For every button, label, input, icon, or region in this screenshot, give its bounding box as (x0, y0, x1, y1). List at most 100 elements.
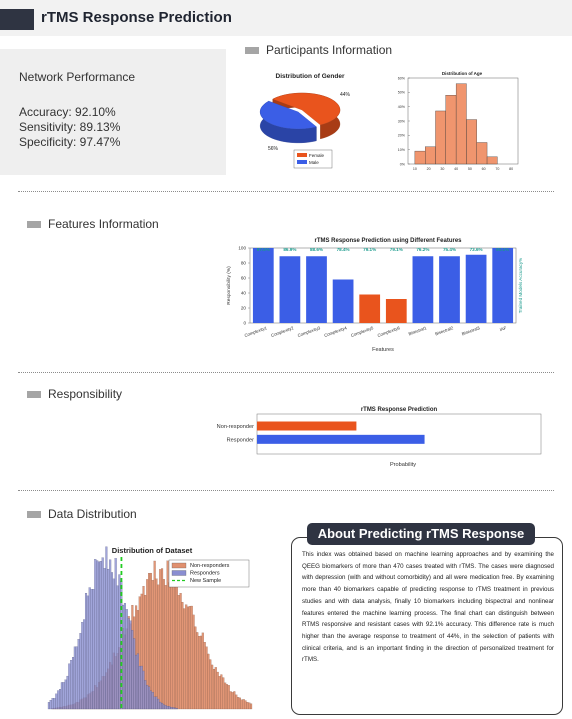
gender-pie-chart: Distribution of Gender 56% 44% Female Male (259, 73, 351, 169)
distribution-bar (107, 568, 110, 710)
distribution-bar (99, 560, 102, 710)
category-label: Responder (227, 437, 255, 443)
distribution-bar (170, 707, 173, 710)
section-marker-icon (245, 46, 259, 54)
about-title: About Predicting rTMS Response (307, 523, 535, 545)
section-title: Data Distribution (48, 507, 137, 521)
distribution-bar (51, 698, 54, 710)
y-tick-label: 30% (398, 119, 406, 123)
distribution-bar (47, 702, 50, 710)
x-tick-label: 40 (454, 167, 458, 171)
distribution-bar (235, 694, 238, 710)
distribution-bar (207, 653, 210, 710)
response-title: rTMS Response Prediction (361, 407, 438, 413)
distribution-bar (88, 587, 91, 710)
x-tick-label: Complexity5 (350, 325, 374, 338)
distribution-bar (159, 569, 162, 710)
distribution-bar (112, 578, 115, 710)
pie-label: 56% (268, 146, 279, 152)
distribution-bar (135, 654, 138, 710)
distribution-bar (60, 682, 63, 710)
x-tick-label: 60 (482, 167, 486, 171)
distribution-bar (57, 690, 60, 710)
distribution-bar (129, 620, 132, 710)
distribution-bar (105, 546, 108, 710)
distribution-bar (188, 606, 191, 710)
distribution-bar (83, 619, 86, 710)
distribution-bar (70, 660, 73, 710)
distribution-bar (131, 630, 134, 710)
pie-label: 44% (340, 92, 351, 98)
distribution-bar (79, 633, 82, 710)
histogram-bar (425, 146, 436, 165)
distribution-bar (122, 604, 125, 710)
distribution-bar (90, 589, 93, 710)
pie-title: Distribution of Gender (276, 73, 345, 80)
distribution-bar (201, 632, 204, 710)
x-axis-label: Features (372, 347, 394, 353)
page-title: rTMS Response Prediction (41, 9, 232, 26)
distribution-bar (72, 657, 75, 710)
distribution-bar (166, 706, 169, 710)
distribution-bar (174, 581, 177, 710)
distribution-bar (127, 618, 130, 710)
distribution-bar (155, 696, 158, 710)
distribution-bar (172, 574, 175, 710)
accuracy-label: 76.2% (416, 247, 429, 252)
distribution-bar (66, 675, 69, 710)
distribution-bar (172, 707, 175, 710)
x-tick-label: Bisectral3 (461, 325, 481, 336)
distribution-bar (138, 665, 141, 710)
accuracy-value: Accuracy: 92.10% (19, 105, 116, 119)
pie-legend-label: Male (309, 160, 319, 165)
feature-bar (412, 256, 434, 323)
distribution-bar (153, 560, 156, 710)
distribution-bar (118, 574, 121, 710)
y-tick-label: 100 (238, 246, 246, 251)
distribution-bar (55, 693, 58, 710)
x-tick-label: Complexity4 (324, 325, 348, 338)
distribution-bar (168, 582, 171, 710)
header-accent (0, 9, 34, 30)
distribution-bar (164, 585, 167, 710)
distribution-bar (214, 667, 217, 710)
distribution-bar (136, 653, 139, 710)
divider (18, 490, 554, 491)
x-tick-label: Bisectral2 (434, 325, 454, 336)
distribution-bar (116, 585, 119, 710)
distribution-bar (186, 606, 190, 710)
distribution-bar (103, 568, 106, 710)
distribution-bar (101, 557, 104, 710)
distribution-bar (133, 638, 136, 710)
network-performance-card: Network Performance Accuracy: 92.10% Sen… (0, 49, 226, 175)
distribution-bar (157, 584, 160, 710)
legend-label: Non-responders (190, 563, 230, 569)
distribution-bar (59, 689, 62, 710)
feature-bar (385, 299, 407, 323)
accuracy-label: 73.6% (470, 247, 483, 252)
plot-frame (256, 413, 542, 455)
distribution-bar (246, 702, 249, 710)
distribution-bar (162, 704, 165, 710)
age-title: Distribution of Age (442, 71, 483, 76)
category-label: Non-responder (217, 424, 254, 430)
distribution-bar (203, 642, 206, 710)
distribution-bar (97, 561, 101, 710)
accuracy-label: 87.5% (257, 247, 270, 252)
x-tick-label: Complexity1 (244, 325, 268, 338)
distribution-bar (62, 682, 65, 710)
distribution-bar (231, 692, 234, 710)
section-title: Responsibility (48, 387, 123, 401)
feature-bar (465, 254, 487, 323)
x-tick-label: 80 (509, 167, 513, 171)
x-tick-label: 50 (468, 167, 472, 171)
features-bar-chart: rTMS Response Prediction using Different… (226, 238, 523, 353)
x-tick-label: Complexity3 (297, 325, 321, 338)
accuracy-label: 80.1% (496, 247, 509, 252)
histogram-bar (445, 95, 457, 165)
distribution-bar (240, 699, 243, 710)
histogram-bar (486, 156, 498, 165)
distribution-bar (211, 664, 214, 710)
section-features: Features Information (27, 217, 159, 231)
distribution-bar (142, 670, 145, 710)
